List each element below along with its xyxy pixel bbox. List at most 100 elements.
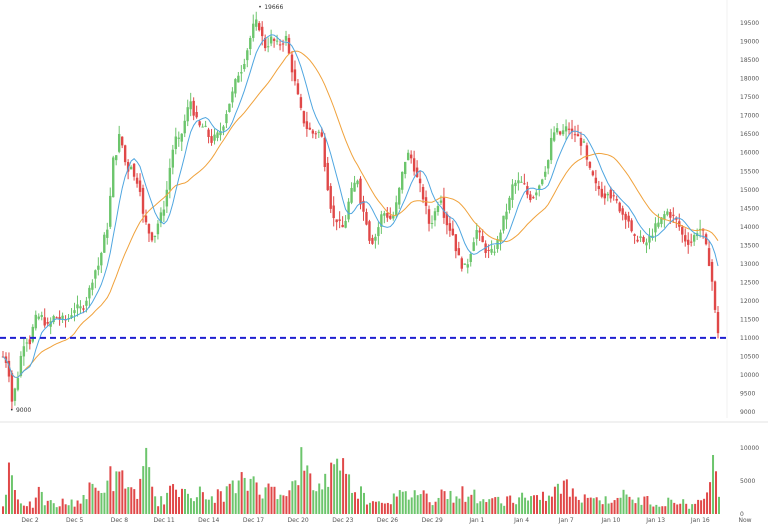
candle-body <box>514 182 517 187</box>
candle-body <box>532 197 535 199</box>
volume-bar <box>586 497 589 514</box>
volume-bar <box>673 502 676 514</box>
volume-bar <box>688 508 691 514</box>
candle-body <box>320 132 323 137</box>
volume-bar <box>470 494 473 514</box>
price-tick-label: 13000 <box>740 261 759 268</box>
volume-bar <box>294 480 297 514</box>
volume-bar <box>315 491 318 514</box>
volume-bar <box>94 487 97 514</box>
volume-bar <box>452 502 455 514</box>
volume-bar <box>318 483 321 514</box>
volume-bar <box>392 493 395 514</box>
volume-bar <box>70 499 73 514</box>
volume-bar <box>682 499 685 514</box>
volume-bar <box>201 492 204 514</box>
volume-bar <box>631 499 634 514</box>
volume-bar <box>246 490 249 514</box>
volume-bar <box>133 489 136 514</box>
candle-body <box>398 187 401 205</box>
volume-bar <box>118 471 121 514</box>
volume-bar <box>637 497 640 514</box>
candle-body <box>225 114 228 124</box>
volume-bar <box>127 487 130 514</box>
volume-bar <box>228 483 231 514</box>
volume-bar <box>189 498 192 514</box>
volume-bar <box>219 491 222 514</box>
candle-body <box>710 262 714 282</box>
candle-body <box>222 126 225 131</box>
candle-body <box>490 248 493 253</box>
candle-body <box>445 213 449 226</box>
candle-body <box>460 258 463 269</box>
volume-bar <box>61 498 64 514</box>
volume-bar <box>712 454 715 514</box>
candle-body <box>25 342 29 344</box>
volume-bar <box>709 482 712 514</box>
candle-body <box>457 248 461 256</box>
volume-bar <box>464 501 467 514</box>
candle-body <box>570 128 574 133</box>
candle-body <box>323 137 326 167</box>
volume-bar <box>604 496 607 514</box>
volume-bar <box>613 500 616 514</box>
candle-body <box>132 163 136 177</box>
volume-bar <box>371 501 374 514</box>
candle-body <box>308 127 312 130</box>
volume-bar <box>285 496 288 514</box>
volume-bar <box>151 486 154 514</box>
candle-body <box>609 189 612 199</box>
volume-bar <box>458 498 461 514</box>
candle-body <box>475 229 478 239</box>
candle-body <box>448 223 452 231</box>
volume-bar <box>52 503 55 514</box>
candle-body <box>463 263 466 265</box>
candle-body <box>588 162 592 168</box>
volume-bar <box>422 490 425 514</box>
candle-body <box>85 300 88 306</box>
candle-body <box>660 217 663 225</box>
price-tick-label: 9000 <box>740 409 755 416</box>
candle-body <box>183 120 186 134</box>
candle-body <box>573 134 577 136</box>
candle-body <box>117 133 121 152</box>
candle-body <box>418 178 422 184</box>
volume-bar <box>706 492 709 514</box>
candle-body <box>22 346 26 357</box>
volume-bar <box>404 491 407 514</box>
candle-body <box>338 219 341 221</box>
price-tick-label: 16000 <box>740 150 759 157</box>
volume-bar <box>700 500 703 514</box>
candle-body <box>55 317 58 319</box>
candle-body <box>255 19 258 27</box>
volume-bar <box>646 496 649 514</box>
date-tick-label: Jan 7 <box>558 517 574 524</box>
volume-bar <box>282 495 285 514</box>
volume-bar <box>607 503 610 514</box>
price-tick-label: 12500 <box>740 279 759 286</box>
candle-body <box>100 252 103 266</box>
volume-bar <box>494 497 497 514</box>
volume-bar <box>169 485 172 514</box>
candle-body <box>186 107 189 122</box>
volume-bar <box>4 494 7 514</box>
volume-bar <box>467 496 470 514</box>
volume-bar <box>634 503 637 514</box>
candle-body <box>150 232 154 241</box>
candle-body <box>401 171 404 190</box>
volume-bar <box>628 496 631 514</box>
candle-body <box>520 181 523 183</box>
volume-bar <box>58 506 61 514</box>
volume-bar <box>676 504 679 514</box>
high-label: 19666 <box>264 4 283 11</box>
candle-body <box>88 287 91 299</box>
candle-body <box>606 193 609 196</box>
candle-body <box>252 23 255 38</box>
date-tick-label: Jan 1 <box>468 517 484 524</box>
volume-bar <box>482 499 485 514</box>
candle-body <box>684 235 687 242</box>
volume-bar <box>276 499 279 514</box>
candle-body <box>642 237 645 242</box>
volume-bar <box>512 502 515 514</box>
